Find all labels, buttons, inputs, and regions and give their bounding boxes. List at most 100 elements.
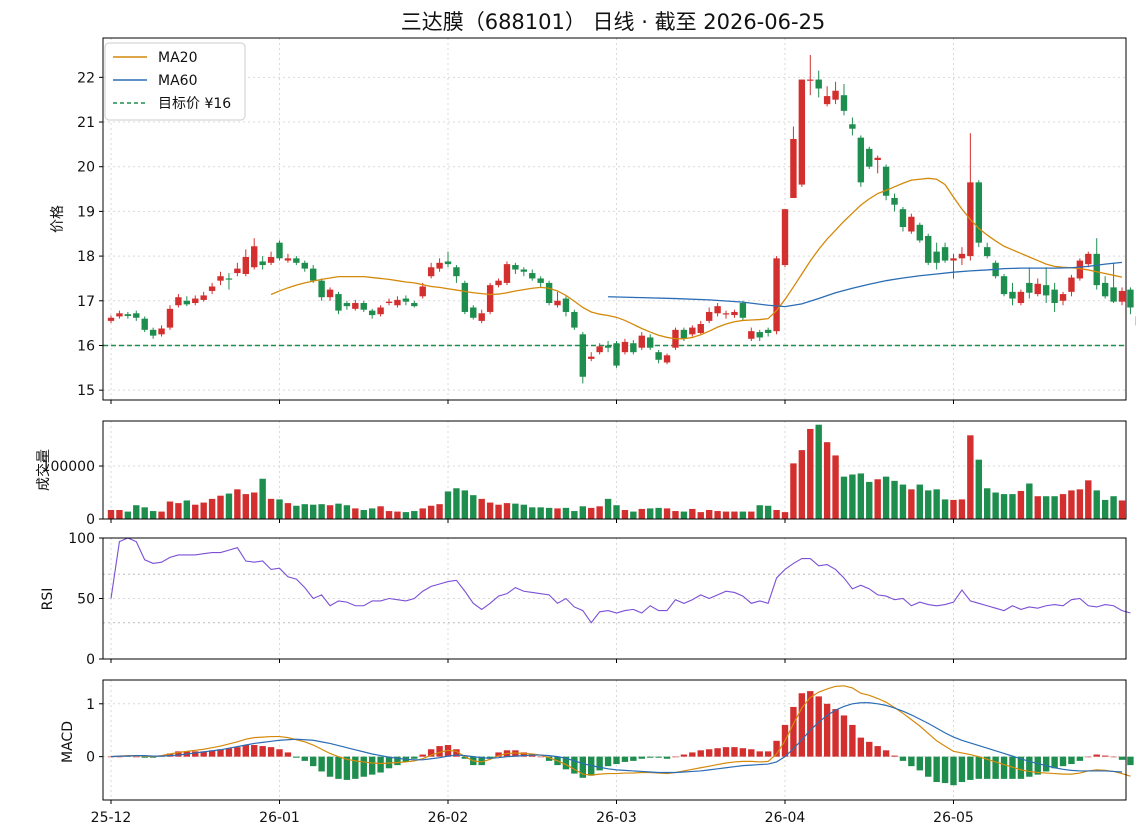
volume-bar: [705, 509, 713, 519]
macd-histogram-bar: [857, 737, 865, 757]
macd-histogram-bar: [764, 751, 772, 757]
candle-body: [352, 303, 359, 309]
candle-body: [427, 267, 435, 277]
candle-body: [1068, 277, 1075, 292]
candle-body: [958, 253, 966, 259]
ma20-line: [270, 177, 1123, 340]
macd-histogram-bar: [899, 756, 907, 761]
macd-histogram-bar: [377, 756, 384, 773]
volume-bar: [596, 506, 603, 519]
macd-histogram-bar: [318, 756, 325, 772]
macd-histogram-bar: [933, 756, 940, 783]
candle-body: [318, 280, 325, 298]
volume-bar: [141, 507, 148, 519]
macd-histogram-bar: [689, 752, 696, 757]
macd-histogram-bar: [731, 747, 738, 757]
volume-bar: [1085, 480, 1092, 519]
volume-bar: [857, 473, 865, 519]
macd-histogram-bar: [276, 749, 283, 757]
volume-bar: [217, 495, 224, 519]
macd-histogram-bar: [116, 756, 123, 758]
candle-body: [225, 278, 233, 280]
macd-histogram-bar: [1076, 756, 1084, 761]
macd-histogram-bar: [958, 756, 966, 783]
candle-body: [503, 264, 511, 283]
macd-histogram-bar: [133, 756, 140, 758]
volume-axis-label: 成交量: [35, 449, 52, 491]
price-ytick-label: 21: [77, 115, 95, 131]
candle-body: [722, 313, 730, 315]
candle-body: [781, 209, 789, 266]
volume-bar: [116, 509, 123, 519]
volume-bar: [604, 498, 612, 519]
volume-bar: [512, 503, 519, 519]
volume-bar: [647, 508, 654, 519]
volume-bar: [571, 511, 578, 519]
volume-bar: [1068, 490, 1075, 519]
candle-body: [478, 313, 485, 321]
candle-body: [486, 285, 494, 312]
candle-body: [823, 96, 831, 105]
volume-bar: [200, 502, 207, 519]
macd-histogram-bar: [882, 750, 890, 757]
volume-bar: [764, 505, 772, 519]
candle-body: [1000, 276, 1008, 295]
macd-histogram-bar: [647, 756, 654, 758]
candle-body: [798, 79, 806, 185]
macd-axis-label: MACD: [60, 721, 76, 763]
candle-body: [326, 289, 334, 298]
candle-body: [276, 242, 283, 259]
volume-bar: [588, 507, 595, 519]
volume-bar: [1059, 494, 1067, 519]
volume-bar: [1093, 490, 1100, 519]
volume-bar: [781, 512, 789, 519]
price-axis-label: 价格: [50, 205, 66, 233]
candle-body: [941, 247, 949, 261]
candle-body: [116, 313, 123, 317]
candle-body: [520, 269, 528, 272]
macd-histogram-bar: [866, 741, 873, 757]
x-tick-label: 26-02: [428, 810, 469, 826]
volume-bar: [208, 498, 216, 519]
macd-histogram-bar: [815, 696, 822, 757]
volume-bar: [183, 500, 191, 519]
macd-histogram-bar: [697, 750, 704, 757]
volume-bar: [748, 511, 755, 519]
macd-histogram-bar: [621, 756, 629, 762]
macd-histogram-bar: [967, 756, 974, 780]
macd-histogram-bar: [832, 709, 839, 757]
candle-body: [1017, 291, 1025, 304]
volume-bar: [941, 499, 949, 519]
macd-histogram-bar: [1034, 756, 1041, 775]
legend-box: [104, 42, 246, 121]
candle-body: [251, 246, 258, 268]
candle-body: [217, 276, 224, 281]
macd-histogram-bar: [360, 756, 367, 777]
macd-histogram-bar: [925, 756, 932, 777]
volume-bar: [436, 504, 443, 519]
candle-body: [284, 258, 292, 261]
candle-body: [908, 216, 915, 232]
candle-body: [141, 318, 148, 330]
macd-histogram-bar: [975, 756, 982, 779]
macd-histogram-bar: [1042, 756, 1050, 772]
macd-histogram-bar: [343, 756, 351, 780]
volume-bar: [310, 504, 317, 519]
ma60-line: [608, 261, 1123, 308]
volume-bar: [933, 489, 940, 519]
rsi-ytick-label: 50: [77, 592, 95, 608]
candle-body: [554, 300, 561, 306]
macd-histogram-bar: [251, 745, 258, 757]
macd-histogram-bar: [680, 754, 688, 757]
macd-histogram-bar: [756, 751, 763, 757]
candle-body: [647, 337, 654, 348]
candle-body: [731, 311, 738, 316]
volume-bar: [461, 490, 469, 519]
volume-bar: [1026, 483, 1033, 519]
candle-body: [1127, 289, 1134, 308]
price-ytick-label: 22: [77, 70, 95, 86]
macd-histogram-bar: [950, 756, 957, 786]
candle-body: [655, 352, 662, 360]
panel-frame-1: [102, 420, 1127, 520]
